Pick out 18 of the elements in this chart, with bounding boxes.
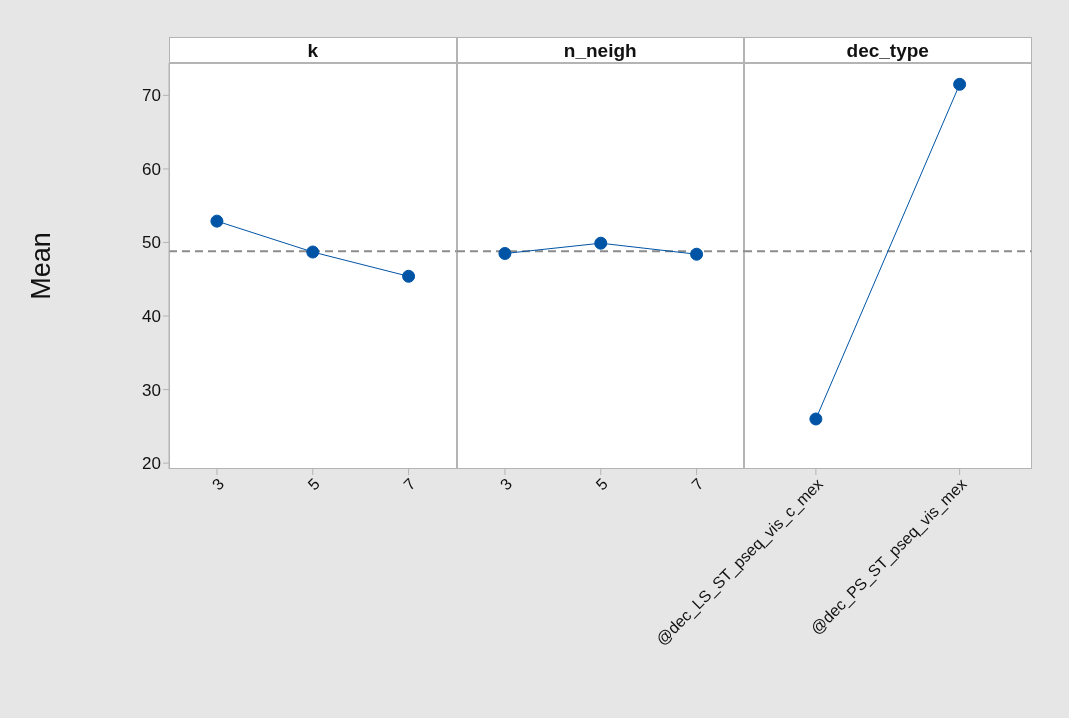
point: [402, 269, 416, 283]
x-tick-label: 5: [304, 475, 323, 494]
y-tick-label: 60: [142, 159, 161, 179]
y-axis-title: Mean: [25, 232, 56, 300]
chart-title: k: [169, 37, 457, 63]
x-tick-label: 5: [592, 475, 611, 494]
y-tick-label: 70: [142, 86, 161, 106]
chart-title: n_neigh: [456, 37, 744, 63]
chart-title: dec_type: [744, 37, 1032, 63]
point: [306, 245, 320, 259]
y-tick-label: 40: [142, 307, 161, 327]
y-tick-label: 20: [142, 454, 161, 474]
y-tick-label: 30: [142, 380, 161, 400]
x-tick-label: 7: [400, 475, 419, 494]
x-tick-label: 3: [208, 475, 228, 494]
y-tick-label: 50: [142, 233, 161, 253]
point: [210, 214, 224, 228]
x-tick-label: 3: [496, 475, 515, 494]
